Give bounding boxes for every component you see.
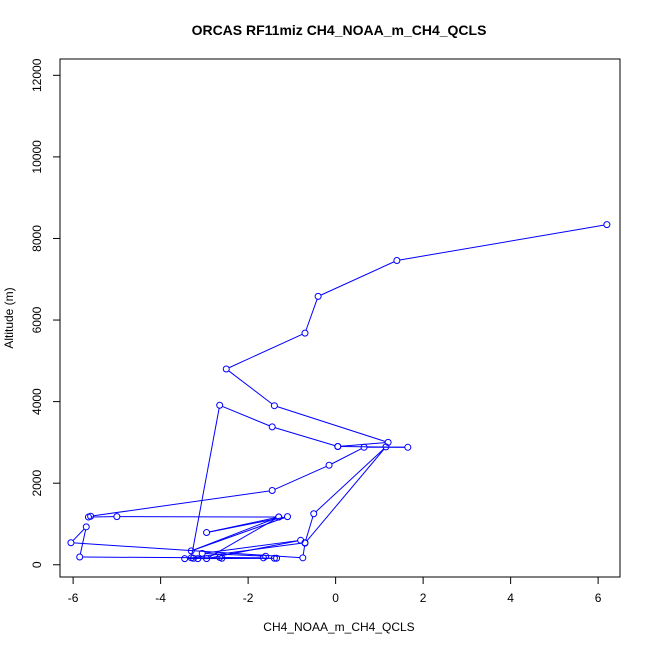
series-segment	[205, 552, 263, 557]
data-point	[216, 401, 224, 409]
series-segment	[79, 529, 87, 555]
series-segment	[222, 405, 270, 427]
data-point	[270, 402, 278, 410]
series-segment	[194, 542, 303, 558]
y-tick-label: 8000	[30, 225, 44, 252]
series-segment	[93, 490, 270, 517]
y-axis-label: Altitude (m)	[2, 287, 16, 348]
data-point	[181, 555, 189, 563]
data-point	[268, 423, 276, 431]
data-point	[299, 554, 307, 562]
series-segment	[72, 528, 85, 541]
data-point	[360, 443, 368, 451]
y-tick-label: 6000	[30, 306, 44, 333]
y-tick-label: 2000	[30, 470, 44, 497]
x-tick-label: -6	[68, 591, 79, 605]
data-point	[203, 555, 211, 563]
data-point	[187, 547, 195, 555]
data-point	[393, 256, 401, 264]
x-tick-label: 6	[595, 591, 602, 605]
series-segment	[274, 466, 327, 490]
data-point	[203, 529, 211, 537]
data-point	[310, 510, 318, 518]
x-axis-label: CH4_NOAA_m_CH4_QCLS	[263, 620, 414, 634]
series-segment	[302, 546, 306, 555]
series-segment	[274, 427, 336, 447]
data-point	[259, 554, 267, 562]
plot-frame	[59, 58, 621, 578]
data-point	[325, 461, 333, 469]
plot-area	[67, 221, 611, 563]
x-tick-label: 0	[332, 591, 339, 605]
data-point	[284, 513, 291, 521]
x-axis: -6 -4 -2 0 2 4 6	[68, 576, 602, 605]
y-tick-label: 10000	[30, 140, 44, 174]
series-segment	[205, 540, 298, 554]
chart-title: ORCAS RF11miz CH4_NOAA_m_CH4_QCLS	[192, 22, 487, 38]
data-point	[262, 552, 270, 560]
data-point	[404, 443, 412, 451]
x-tick-label: 4	[507, 591, 514, 605]
data-point	[84, 513, 92, 521]
series-segment	[399, 224, 605, 261]
series-segment	[191, 408, 220, 555]
series-segment	[82, 556, 272, 559]
data-point	[382, 443, 390, 451]
data-point	[301, 539, 309, 547]
series-segment	[305, 299, 318, 331]
data-point	[82, 523, 90, 531]
series-segment	[228, 333, 303, 369]
data-point	[268, 487, 276, 495]
data-point	[198, 549, 206, 557]
series-segment	[331, 448, 362, 465]
data-point	[603, 221, 611, 229]
data-point	[275, 513, 283, 521]
data-point	[194, 555, 202, 563]
data-point	[187, 554, 195, 562]
series-segment	[315, 448, 385, 513]
data-point	[67, 539, 75, 547]
x-tick-label: -2	[243, 591, 254, 605]
series-segment	[306, 448, 385, 542]
data-point	[113, 513, 121, 521]
data-point	[222, 365, 230, 373]
series-segment	[305, 516, 314, 541]
data-point	[76, 553, 84, 561]
series-segment	[193, 517, 285, 551]
y-axis: 0 2000 4000 6000 8000 10000 12000	[30, 58, 61, 568]
series-segment	[320, 261, 395, 296]
series-segment	[228, 370, 273, 405]
y-tick-label: 4000	[30, 388, 44, 415]
data-point	[273, 554, 281, 562]
x-tick-label: -4	[155, 591, 166, 605]
data-point	[334, 442, 342, 450]
y-tick-label: 0	[30, 561, 44, 568]
x-tick-label: 2	[420, 591, 427, 605]
data-point	[301, 329, 309, 337]
y-tick-label: 12000	[30, 58, 44, 92]
data-point	[270, 554, 278, 562]
data-point	[314, 292, 322, 300]
data-point	[218, 554, 226, 562]
series-segment	[193, 517, 277, 551]
series-segment	[277, 406, 386, 442]
